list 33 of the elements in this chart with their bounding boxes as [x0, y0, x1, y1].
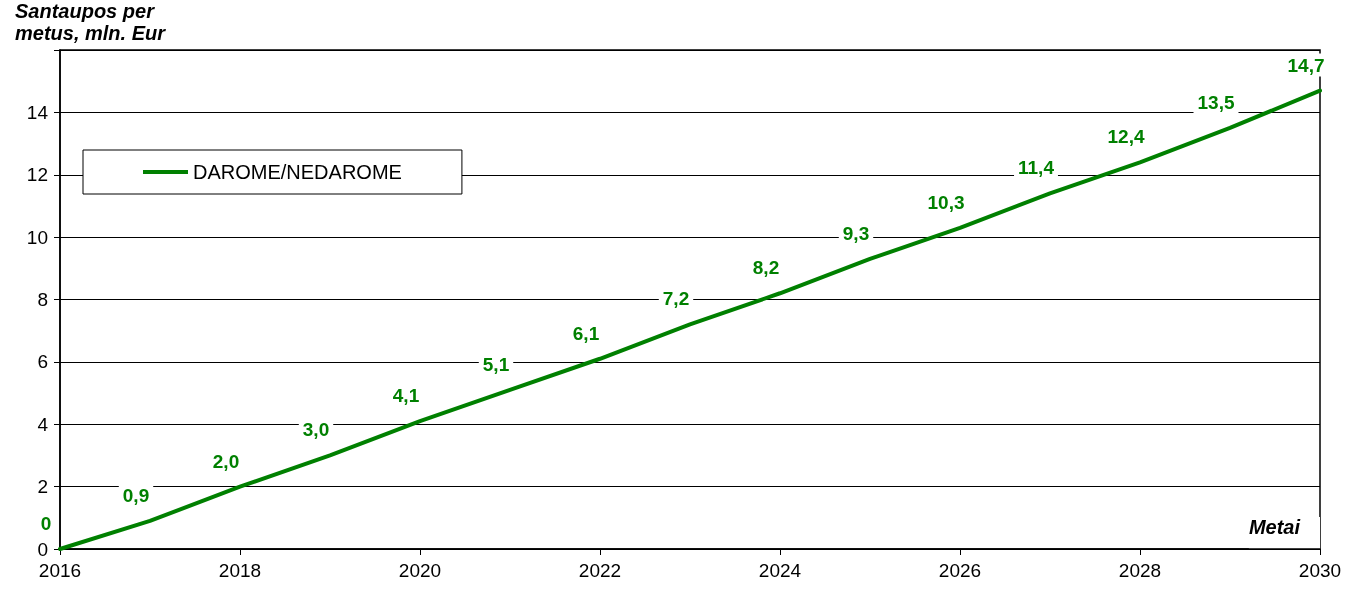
data-label: 2,0 [212, 450, 240, 472]
data-label: 7,2 [662, 288, 690, 310]
y-tick-label: 10 [26, 226, 48, 248]
y-tick-label: 8 [37, 289, 48, 310]
x-tick-label: 2018 [218, 560, 262, 581]
data-label: 0,9 [122, 484, 150, 506]
data-label: 4,1 [392, 385, 420, 407]
data-label: 12,4 [1107, 126, 1145, 148]
x-tick-label: 2022 [578, 560, 622, 581]
data-label: 13,5 [1197, 91, 1235, 113]
data-label: 3,0 [302, 419, 330, 441]
x-tick-label: 2030 [1298, 560, 1342, 581]
y-tick-label: 14 [26, 101, 49, 123]
legend-label: DAROME/NEDAROME [193, 161, 402, 183]
y-tick-label: 0 [37, 538, 48, 560]
x-tick-label: 2026 [938, 560, 982, 581]
data-label: 11,4 [1018, 157, 1055, 179]
y-tick-label: 12 [26, 164, 48, 186]
data-label: 8,2 [752, 257, 780, 279]
data-label: 5,1 [482, 353, 510, 375]
x-tick-label: 2028 [1118, 560, 1162, 581]
data-label: 14,7 [1287, 54, 1325, 76]
y-tick-label: 6 [37, 351, 48, 373]
x-axis-title: Metai [1248, 516, 1301, 538]
data-label: 6,1 [572, 322, 600, 344]
x-tick-label: 2024 [758, 560, 802, 581]
x-tick-label: 2016 [38, 560, 82, 581]
y-axis-title: Santaupos per metus, mln. Eur [15, 0, 167, 44]
data-label: 9,3 [842, 222, 870, 244]
x-tick-label: 2020 [398, 560, 442, 581]
data-label: 10,3 [927, 191, 965, 213]
y-tick-label: 4 [37, 413, 49, 435]
y-tick-label: 2 [37, 476, 48, 498]
